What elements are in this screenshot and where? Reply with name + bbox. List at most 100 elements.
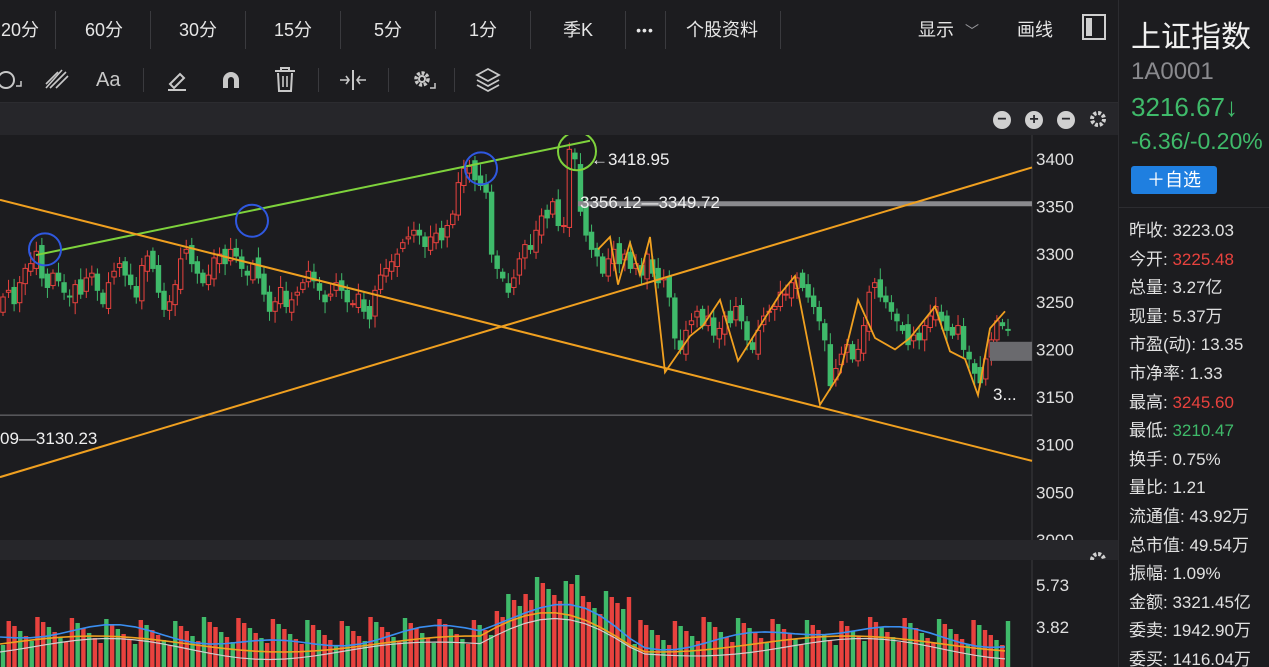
volume-bar [356, 636, 362, 667]
volume-bar [86, 633, 92, 667]
volume-bar [867, 617, 873, 667]
period-quarter-tab[interactable]: 季K [562, 20, 593, 40]
volume-bar [954, 634, 959, 667]
candle [177, 247, 184, 295]
magnet-icon[interactable] [218, 60, 244, 100]
candle [344, 284, 350, 313]
volume-bar [414, 628, 419, 667]
volume-bar [718, 632, 724, 667]
highlight-circle[interactable] [28, 232, 62, 267]
volume-bar [477, 625, 482, 667]
stock-info-tab[interactable]: 个股资料 [686, 20, 758, 40]
candle [55, 262, 62, 287]
candle [194, 256, 201, 284]
candle [400, 238, 406, 253]
volume-chart[interactable]: 5.73 3.82 [0, 560, 1118, 667]
period-20min-tab[interactable]: 20分 [0, 20, 40, 40]
eraser-icon[interactable] [164, 60, 190, 100]
zigzag-wave-line[interactable] [597, 235, 1006, 408]
candle [444, 219, 450, 248]
period-1min-tab[interactable]: 1分 [468, 20, 497, 40]
stat-value: 3210.47 [1167, 421, 1234, 441]
volume-bar [264, 643, 270, 667]
volume-chart-header [0, 540, 1118, 560]
shape-tool-icon[interactable] [0, 60, 26, 100]
candle [822, 318, 828, 352]
chart-settings-gear-icon[interactable] [1088, 109, 1108, 129]
candle [116, 256, 123, 277]
candle [144, 250, 151, 282]
volume-tick-top: 5.73 [1036, 576, 1069, 595]
period-5min-tab[interactable]: 5分 [373, 20, 402, 40]
add-watchlist-button[interactable]: ＋自选 [1131, 166, 1217, 194]
display-dropdown[interactable]: 显示 ﹀ [918, 12, 1000, 48]
descending-trend-line[interactable] [0, 198, 1033, 462]
volume-bar [282, 629, 287, 667]
volume-bar [431, 643, 436, 667]
divider [318, 68, 319, 92]
volume-bar [379, 627, 385, 667]
period-60min-tab[interactable]: 60分 [84, 20, 124, 40]
stat-label: 昨收: [1129, 221, 1168, 240]
candlestick-chart[interactable]: 3400 3350 3300 3250 3200 3150 3100 3050 3000 ←34… [0, 135, 1118, 540]
text-tool-icon[interactable]: Aa [96, 69, 121, 91]
split-view-icon[interactable] [338, 60, 368, 100]
candle [733, 297, 739, 327]
upper-trend-line[interactable] [35, 139, 591, 257]
minimize-icon[interactable]: − [993, 111, 1011, 129]
volume-bar [1000, 645, 1005, 667]
highlight-circle[interactable] [235, 203, 269, 238]
candle [83, 268, 89, 298]
stat-label: 最高: [1129, 392, 1168, 412]
volume-bar [965, 644, 970, 667]
stat-label: 换手: [1129, 449, 1168, 469]
highlight-circle[interactable] [464, 151, 498, 186]
quote-panel: 上证指数 1A0001 3216.67↓ -6.36/-0.20% ＋自选 昨收… [1118, 0, 1269, 667]
ascending-trend-line[interactable] [0, 166, 1033, 479]
layers-icon[interactable] [474, 60, 502, 100]
volume-bar [799, 644, 804, 667]
candle [749, 338, 756, 354]
candle [544, 204, 550, 229]
zoom-out-icon[interactable]: − [1057, 111, 1075, 129]
period-30min-tab[interactable]: 30分 [178, 20, 218, 40]
y-axis-tick: 3150 [1036, 388, 1074, 407]
layout-toggle-icon[interactable] [1082, 14, 1106, 40]
draw-line-button[interactable]: 画线 [1017, 20, 1053, 40]
volume-bar [276, 624, 281, 667]
stat-label: 最低: [1129, 421, 1168, 441]
stat-value: 1.09% [1167, 564, 1221, 584]
zoom-in-icon[interactable]: + [1025, 111, 1043, 129]
candle [0, 293, 6, 317]
candle [100, 289, 106, 308]
peak-highlight-circle[interactable] [557, 135, 597, 172]
divider [625, 11, 626, 49]
volume-bar [259, 638, 264, 667]
volume-bar [391, 637, 396, 667]
candle [694, 305, 700, 328]
candle [655, 257, 661, 289]
candle [488, 184, 495, 263]
volume-bar [460, 639, 465, 667]
candle [716, 321, 722, 349]
volume-bar [816, 630, 821, 667]
settings-gear-icon[interactable] [408, 60, 438, 100]
volume-bar [81, 628, 86, 667]
candle [294, 286, 300, 306]
volume-bar [764, 643, 769, 667]
period-15min-tab[interactable]: 15分 [273, 20, 313, 40]
drawing-toolbar: Aa [0, 60, 1118, 103]
more-periods-button[interactable]: ••• [636, 22, 654, 38]
volume-ma-line [0, 611, 1006, 653]
stat-label: 现量: [1129, 306, 1168, 326]
stat-label: 市盈(动): [1129, 335, 1197, 355]
fibonacci-tool-icon[interactable] [42, 60, 70, 100]
candle [78, 268, 84, 299]
candle [322, 290, 328, 314]
volume-bar [557, 601, 563, 667]
stat-label: 委卖: [1129, 621, 1168, 641]
candle [266, 285, 273, 321]
volume-bar [6, 621, 11, 667]
divider [340, 11, 341, 49]
trash-icon[interactable] [272, 60, 298, 100]
